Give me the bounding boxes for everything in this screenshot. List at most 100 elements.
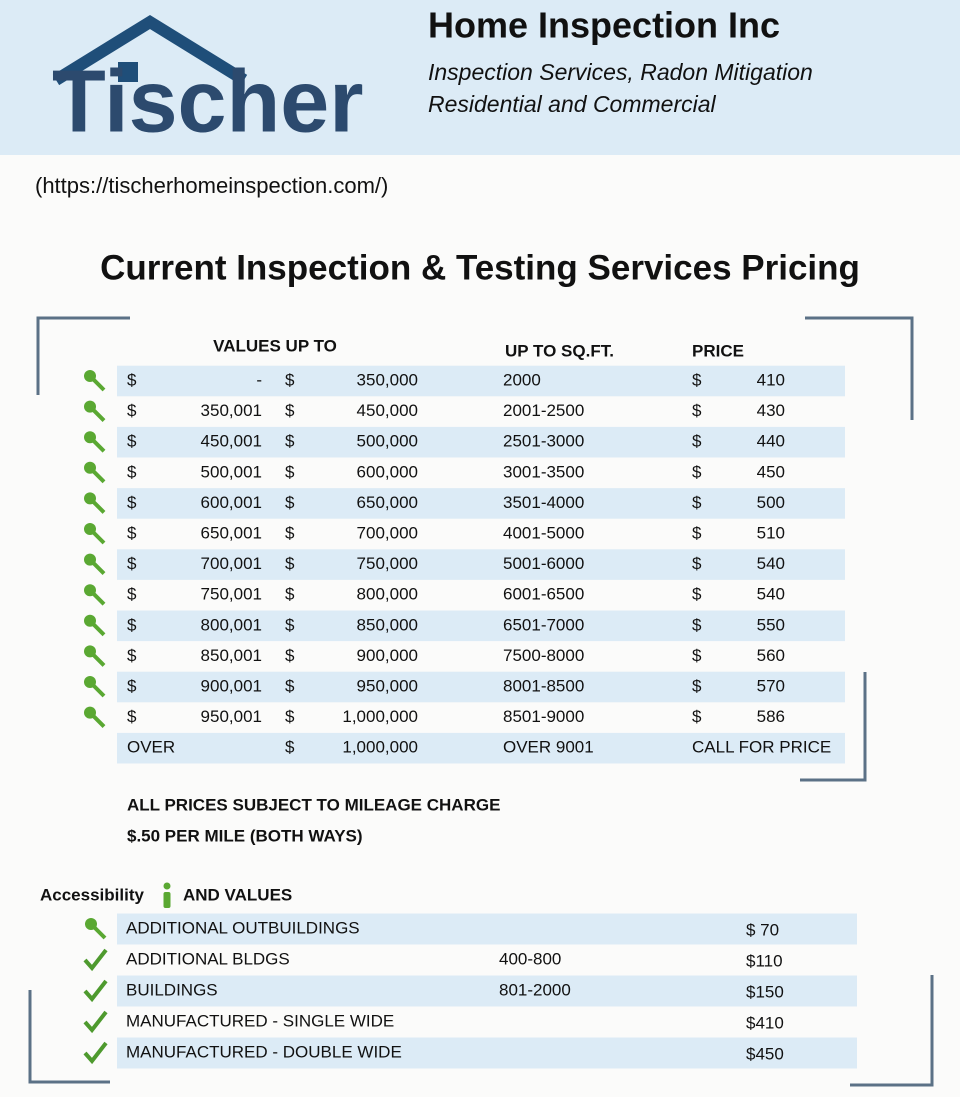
- table-cell: BUILDINGS: [126, 980, 218, 999]
- table-cell: $: [127, 646, 137, 665]
- table-cell: $: [692, 554, 702, 573]
- table-cell: OVER 9001: [503, 738, 594, 757]
- table-cell: $: [692, 523, 702, 542]
- table-cell: $: [127, 370, 137, 389]
- column-header: PRICE: [692, 341, 744, 360]
- row-shade: [117, 365, 845, 397]
- table-cell: -: [256, 370, 262, 389]
- table-cell: 3501-4000: [503, 493, 584, 512]
- table-cell: OVER: [127, 738, 175, 757]
- table-cell: 800,001: [201, 615, 262, 634]
- table-cell: 650,001: [201, 523, 262, 542]
- table-cell: 1,000,000: [342, 707, 418, 726]
- table-cell: 400-800: [499, 949, 561, 968]
- row-shade: [117, 488, 845, 519]
- key-icon: [84, 676, 106, 698]
- table-cell: 540: [757, 585, 785, 604]
- table-cell: 650,000: [357, 493, 418, 512]
- table-cell: 450,001: [201, 432, 262, 451]
- column-header: UP TO SQ.FT.: [505, 341, 614, 360]
- check-icon: [83, 979, 108, 1003]
- logo-window: [118, 62, 138, 82]
- table-cell: 500: [757, 493, 785, 512]
- key-shaft: [91, 714, 106, 729]
- table-cell: 750,000: [357, 554, 418, 573]
- table-cell: $: [692, 493, 702, 512]
- table-cell: 586: [757, 707, 785, 726]
- key-shaft: [92, 925, 107, 940]
- corner-brackets: [28, 316, 934, 1087]
- key-shaft: [91, 683, 106, 698]
- table-cell: $: [692, 585, 702, 604]
- key-icon: [84, 370, 106, 392]
- table-cell: 700,000: [357, 523, 418, 542]
- table-cell: 550: [757, 615, 785, 634]
- note: $.50 PER MILE (BOTH WAYS): [127, 826, 363, 845]
- table-cell: 850,000: [357, 615, 418, 634]
- table-cell: $: [285, 432, 295, 451]
- table-cell: 450,000: [357, 401, 418, 420]
- table-cell: $: [127, 523, 137, 542]
- key-shaft: [91, 530, 106, 545]
- row-shade: [117, 549, 845, 580]
- table-cell: $410: [746, 1013, 784, 1032]
- table-cell: $: [285, 585, 295, 604]
- key-shaft: [91, 622, 106, 637]
- key-icon: [84, 400, 106, 423]
- key-icon: [84, 492, 106, 514]
- table-cell: 350,001: [201, 401, 262, 420]
- table-cell: $: [285, 401, 295, 420]
- table-cell: 410: [757, 370, 785, 389]
- table-cell: $: [285, 370, 295, 389]
- table-cell: 2000: [503, 370, 541, 389]
- table-cell: 570: [757, 676, 785, 695]
- table-cell: $450: [746, 1044, 784, 1063]
- key-icon: [84, 584, 106, 606]
- column-header: VALUES UP TO: [213, 336, 337, 355]
- logo-text: Tischer: [52, 51, 363, 150]
- table-cell: $: [285, 738, 295, 757]
- key-icon: [84, 645, 106, 667]
- info-icon: [163, 882, 171, 908]
- table-cell: ADDITIONAL OUTBUILDINGS: [126, 918, 360, 937]
- key-shaft: [91, 377, 106, 392]
- logo-roof: [52, 14, 248, 86]
- table-cell: $: [127, 554, 137, 573]
- row-shade: [117, 426, 845, 458]
- table-cell: 560: [757, 646, 785, 665]
- row-shade: [117, 1037, 857, 1069]
- key-icon: [84, 553, 106, 576]
- table-cell: $: [127, 585, 137, 604]
- table-cell: $110: [746, 951, 783, 970]
- check-icon: [83, 948, 108, 972]
- table-cell: 430: [757, 401, 785, 420]
- table-cell: $: [692, 707, 702, 726]
- table-cell: $: [285, 707, 295, 726]
- table-cell: $: [127, 676, 137, 695]
- table-cell: 850,001: [201, 646, 262, 665]
- table-cell: $: [692, 462, 702, 481]
- table-cell: $: [692, 401, 702, 420]
- row-shade: [117, 671, 845, 703]
- key-shaft: [91, 591, 106, 606]
- key-shaft: [91, 652, 106, 667]
- note: ALL PRICES SUBJECT TO MILEAGE CHARGE: [127, 795, 500, 814]
- table-cell: $: [127, 615, 137, 634]
- table-cell: 750,001: [201, 585, 262, 604]
- key-icon: [85, 918, 107, 940]
- table-cell: 500,001: [201, 462, 262, 481]
- table-cell: 6001-6500: [503, 585, 584, 604]
- table-cell: 600,000: [357, 462, 418, 481]
- table-cell: $: [127, 401, 137, 420]
- table-cell: 7500-8000: [503, 646, 584, 665]
- page-title: Current Inspection & Testing Services Pr…: [100, 248, 860, 287]
- table-cell: 540: [757, 554, 785, 573]
- table-cell: $: [127, 462, 137, 481]
- key-shaft: [91, 408, 106, 423]
- table-cell: $: [692, 370, 702, 389]
- table-cell: $150: [746, 982, 784, 1001]
- table-cell: 1,000,000: [342, 738, 418, 757]
- table-cell: MANUFACTURED - SINGLE WIDE: [126, 1011, 394, 1030]
